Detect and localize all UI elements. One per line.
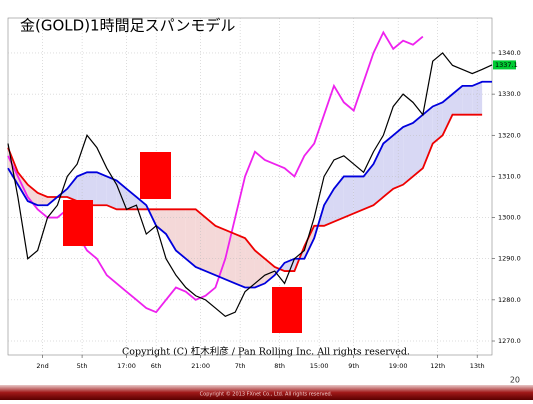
cloud-segment — [225, 229, 236, 284]
cloud-segment — [442, 94, 453, 136]
cloud-segment — [77, 172, 88, 206]
footer-bar — [0, 385, 533, 400]
cloud-segment — [254, 250, 265, 288]
cloud-segment — [333, 176, 344, 222]
x-tick-label: 12th — [430, 362, 445, 370]
cloud-segment — [324, 188, 334, 226]
y-tick-label: 1290.0 — [498, 255, 521, 263]
cloud-segment — [106, 176, 117, 210]
cloud-segment — [393, 127, 404, 189]
y-tick-label: 1340.0 — [498, 49, 521, 57]
y-tick-label: 1270.0 — [498, 337, 521, 345]
cloud-segment — [432, 102, 443, 144]
marker-box — [272, 287, 302, 333]
cloud-segment — [67, 176, 78, 202]
y-tick-label: 1320.0 — [498, 131, 521, 139]
y-tick-label: 1330.0 — [498, 90, 521, 98]
cloud-segment — [235, 234, 246, 288]
marker-box — [63, 200, 93, 246]
cloud-segment — [205, 217, 216, 276]
y-tick-label: 1310.0 — [498, 172, 521, 180]
x-tick-label: 2nd — [36, 362, 48, 370]
last-price-label: 1337.1 — [495, 61, 518, 69]
cloud-segment — [383, 135, 394, 197]
cloud-segment — [166, 209, 176, 251]
page-number: 20 — [510, 376, 520, 385]
x-tick-label: 7th — [235, 362, 246, 370]
marker-box — [140, 152, 171, 199]
cloud-segment — [343, 176, 354, 218]
cloud-segment — [403, 122, 413, 185]
cloud-segment — [284, 258, 295, 272]
cloud-segment — [87, 172, 97, 206]
cloud-segment — [175, 209, 186, 259]
x-tick-label: 9th — [348, 362, 359, 370]
footer-text: Copyright © 2013 FXnet Co., Ltd. All rig… — [200, 391, 333, 398]
chart-copyright: Copyright (C) 杠木利彦 / Pan Rolling Inc. Al… — [122, 346, 410, 358]
cloud-segment — [422, 106, 433, 169]
cloud-segment — [126, 188, 137, 210]
chart-title: 金(GOLD)1時間足スパンモデル — [20, 17, 235, 35]
x-tick-label: 13th — [470, 362, 485, 370]
x-tick-label: 6th — [151, 362, 162, 370]
cloud-segment — [472, 81, 483, 115]
cloud-segment — [304, 225, 315, 259]
series-line — [7, 52, 493, 318]
cloud-segment — [363, 164, 374, 210]
cloud-segment — [96, 172, 107, 206]
cloud-segment — [353, 176, 364, 214]
y-tick-label: 1300.0 — [498, 214, 521, 222]
x-tick-label: 8th — [274, 362, 285, 370]
x-tick-label: 15:00 — [310, 362, 329, 370]
x-tick-label: 21:00 — [191, 362, 210, 370]
x-tick-label: 17:00 — [117, 362, 136, 370]
last-price-box — [493, 60, 516, 70]
cloud-segment — [462, 85, 473, 115]
x-tick-label: 5th — [77, 362, 88, 370]
x-tick-label: 19:00 — [389, 362, 408, 370]
cloud-segment — [185, 209, 196, 267]
y-tick-label: 1280.0 — [498, 296, 521, 304]
cloud-segment — [412, 114, 423, 177]
cloud-segment — [264, 258, 275, 284]
cloud-segment — [245, 238, 255, 288]
